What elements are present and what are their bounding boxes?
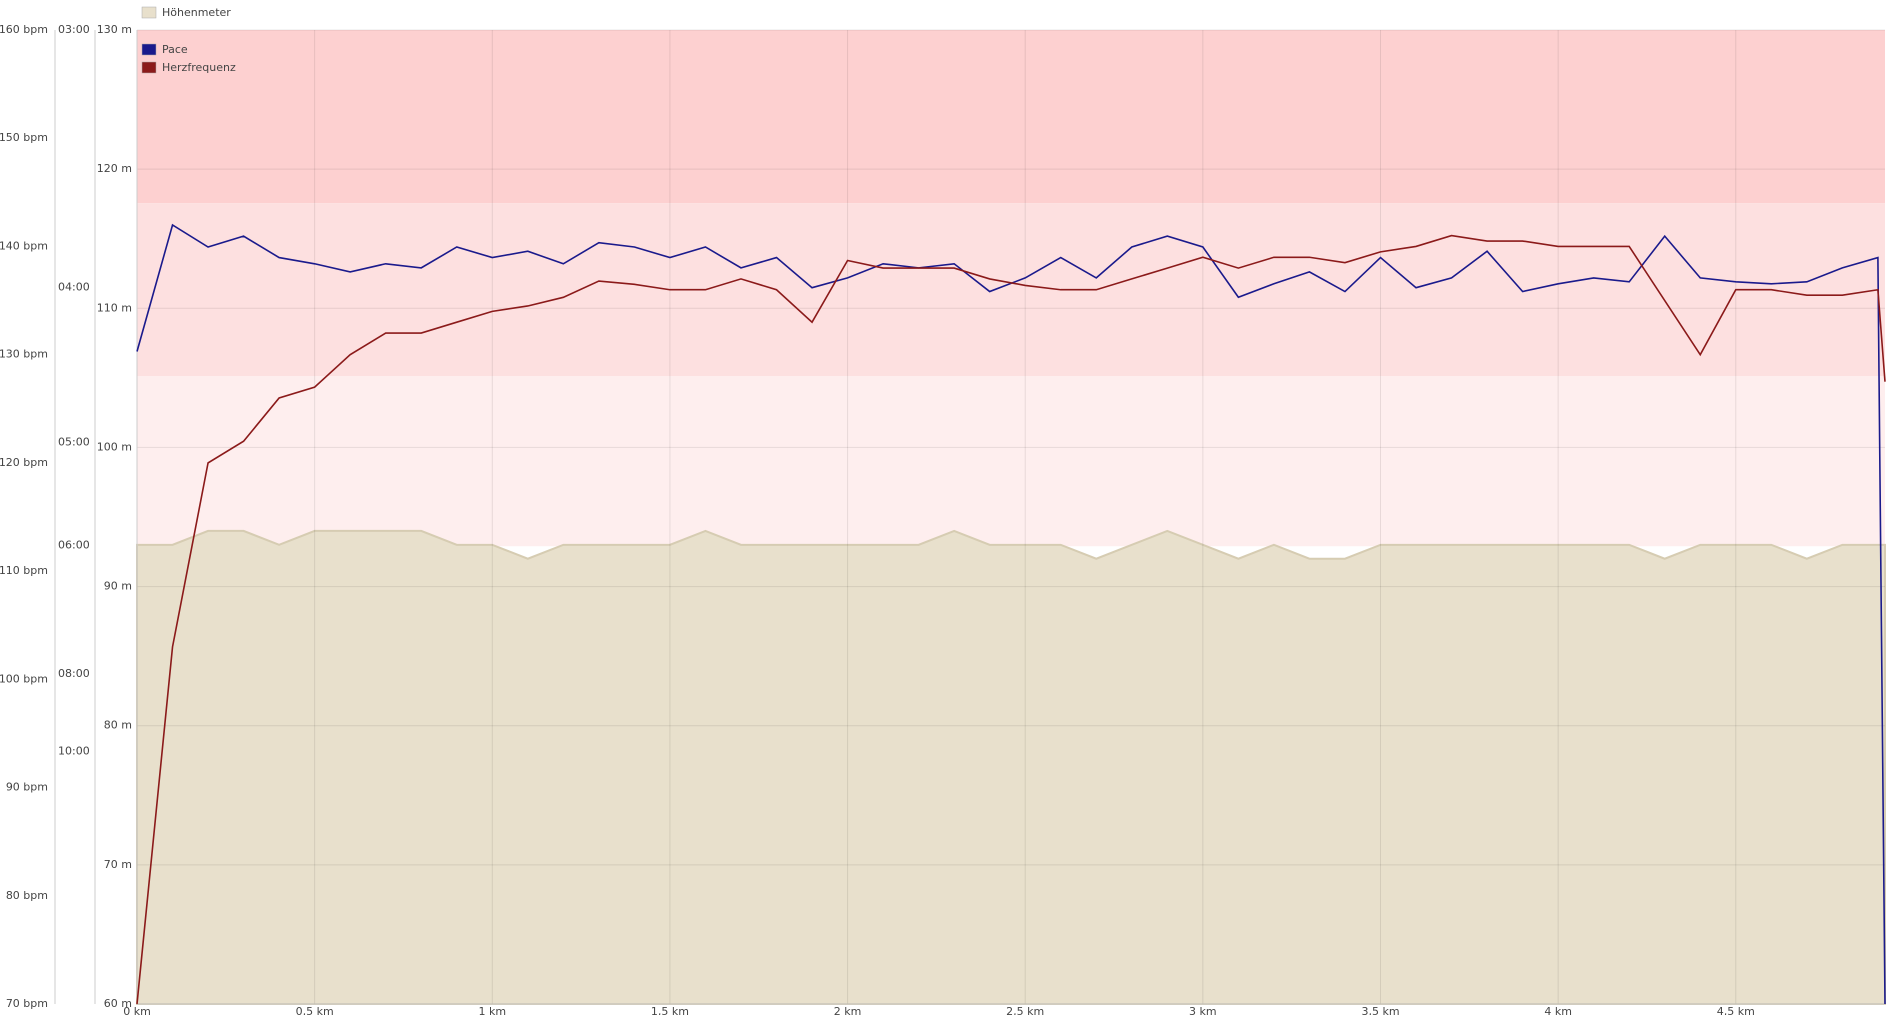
series-line: [136, 223, 1886, 1005]
hr-zone: [137, 376, 1885, 547]
y-tick-label: 120 m: [97, 162, 132, 175]
x-tick-label: 1,5 km: [651, 1005, 689, 1015]
y-tick-label: 130 m: [97, 23, 132, 36]
y2-tick-label: 70 bpm: [6, 997, 48, 1010]
y-tick-label: 70 m: [104, 858, 132, 871]
series-line: [136, 234, 1886, 1005]
y2-tick-label: 150 bpm: [0, 131, 48, 144]
hr-zone: [137, 30, 1885, 204]
y-tick-label: 80 m: [104, 719, 132, 732]
y2-tick-label: 90 bpm: [6, 781, 48, 794]
legend-label: Pace: [162, 43, 188, 56]
y2-tick-label: 140 bpm: [0, 239, 48, 252]
x-tick-label: 4 km: [1544, 1005, 1572, 1015]
y-tick-label: 60 m: [104, 997, 132, 1010]
x-tick-label: 2 km: [834, 1005, 862, 1015]
x-tick-label: 4,5 km: [1717, 1005, 1755, 1015]
y-tick-label: 110 m: [97, 301, 132, 314]
y2-tick-label: 100 bpm: [0, 672, 48, 685]
legend-label: Höhenmeter: [162, 6, 231, 19]
y2-tick-label: 120 bpm: [0, 456, 48, 469]
y3-tick-label: 10:00: [58, 745, 90, 758]
y3-tick-label: 06:00: [58, 538, 90, 551]
x-tick-label: 0 km: [123, 1005, 151, 1015]
y3-tick-label: 04:00: [58, 281, 90, 294]
x-tick-label: 3,5 km: [1361, 1005, 1399, 1015]
y2-tick-label: 80 bpm: [6, 889, 48, 902]
elevation-area: [136, 529, 1886, 1005]
legend-swatch: [141, 61, 157, 74]
legend-label: Herzfrequenz: [162, 61, 236, 74]
x-tick-label: 1 km: [478, 1005, 506, 1015]
y2-tick-label: 160 bpm: [0, 23, 48, 36]
legend-swatch: [141, 6, 157, 19]
hr-zone: [137, 203, 1885, 377]
y3-tick-label: 03:00: [58, 23, 90, 36]
x-tick-label: 0,5 km: [296, 1005, 334, 1015]
x-tick-label: 3 km: [1189, 1005, 1217, 1015]
x-tick-label: 2,5 km: [1006, 1005, 1044, 1015]
y-tick-label: 100 m: [97, 440, 132, 453]
y3-tick-label: 08:00: [58, 667, 90, 680]
y2-tick-label: 110 bpm: [0, 564, 48, 577]
y-tick-label: 90 m: [104, 580, 132, 593]
legend-swatch: [141, 43, 157, 56]
y2-tick-label: 130 bpm: [0, 348, 48, 361]
y3-tick-label: 05:00: [58, 435, 90, 448]
